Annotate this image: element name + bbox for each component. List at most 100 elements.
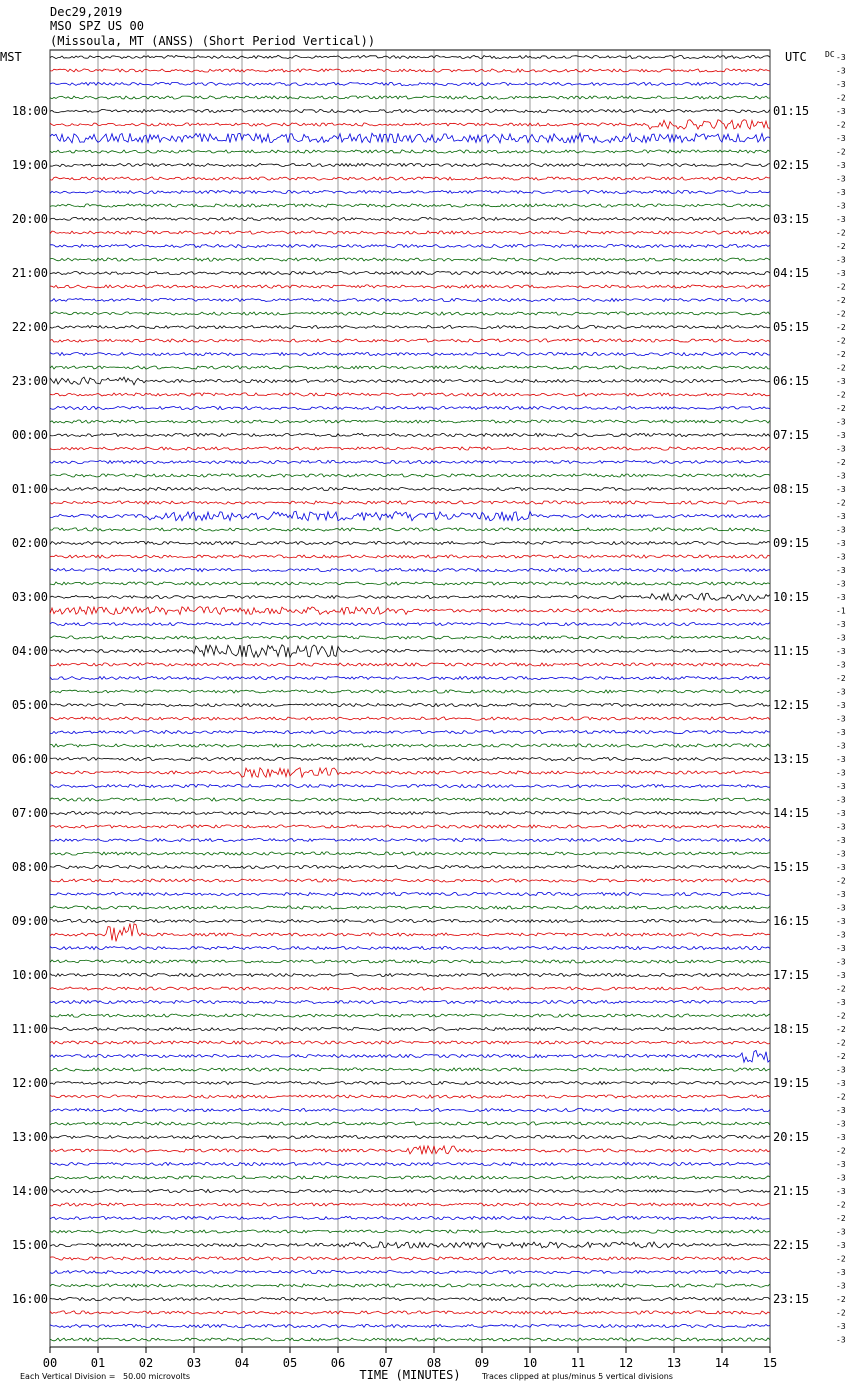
utc-label: 14:15 [773, 806, 809, 820]
dc-value: -3 [836, 904, 846, 913]
dc-value: -2 [836, 323, 846, 332]
utc-label: 12:15 [773, 698, 809, 712]
trace [49, 500, 771, 505]
utc-label: 10:15 [773, 590, 809, 604]
trace [49, 1121, 771, 1126]
trace [49, 338, 771, 343]
dc-value: -2 [836, 229, 846, 238]
dc-value: -2 [836, 391, 846, 400]
trace [49, 1094, 771, 1099]
mst-label: 03:00 [12, 590, 48, 604]
dc-label: DC [825, 50, 835, 59]
x-tick-label: 03 [187, 1356, 201, 1370]
trace [49, 702, 771, 708]
dc-value: -3 [836, 431, 846, 440]
mst-label: 22:00 [12, 320, 48, 334]
footer-left: Each Vertical Division = 50.00 microvolt… [20, 1372, 190, 1381]
mst-label: 16:00 [12, 1292, 48, 1306]
trace [49, 1337, 771, 1342]
dc-value: -3 [836, 593, 846, 602]
trace [49, 486, 771, 492]
trace [49, 540, 771, 546]
dc-value: -3 [836, 107, 846, 116]
dc-value: -3 [836, 472, 846, 481]
trace [49, 257, 771, 262]
x-tick-label: 13 [667, 1356, 681, 1370]
dc-value: -2 [836, 350, 846, 359]
dc-value: -3 [836, 485, 846, 494]
dc-value: -3 [836, 175, 846, 184]
dc-value: -3 [836, 202, 846, 211]
dc-value: -3 [836, 782, 846, 791]
dc-value: -2 [836, 1255, 846, 1264]
mst-label: 14:00 [12, 1184, 48, 1198]
dc-value: -3 [836, 67, 846, 76]
mst-label: 04:00 [12, 644, 48, 658]
trace [49, 95, 771, 100]
dc-value: -3 [836, 445, 846, 454]
trace [49, 959, 771, 964]
trace [49, 131, 771, 145]
trace [49, 243, 771, 249]
mst-label: 20:00 [12, 212, 48, 226]
mst-label: 10:00 [12, 968, 48, 982]
trace [49, 905, 771, 910]
dc-value: -3 [836, 1282, 846, 1291]
dc-value: -3 [836, 1066, 846, 1075]
dc-value: -3 [836, 728, 846, 737]
trace [49, 149, 771, 154]
utc-label: 23:15 [773, 1292, 809, 1306]
trace [49, 878, 771, 883]
trace [49, 54, 771, 60]
dc-value: -3 [836, 647, 846, 656]
utc-label: 21:15 [773, 1184, 809, 1198]
trace [49, 689, 771, 694]
trace [49, 284, 771, 289]
dc-value: -2 [836, 1201, 846, 1210]
dc-value: -3 [836, 998, 846, 1007]
trace [49, 176, 771, 181]
dc-value: -1 [836, 607, 846, 616]
trace [49, 351, 771, 357]
trace [49, 743, 771, 748]
dc-value: -2 [836, 121, 846, 130]
trace [49, 891, 771, 897]
utc-label: 08:15 [773, 482, 809, 496]
dc-value: -3 [836, 418, 846, 427]
dc-value: -3 [836, 1322, 846, 1331]
utc-label: 01:15 [773, 104, 809, 118]
dc-value: -3 [836, 134, 846, 143]
x-title: TIME (MINUTES) [359, 1368, 460, 1382]
trace [49, 662, 771, 667]
mst-label: 12:00 [12, 1076, 48, 1090]
utc-label: 03:15 [773, 212, 809, 226]
mst-label: 07:00 [12, 806, 48, 820]
trace [49, 1134, 771, 1140]
trace [49, 756, 771, 762]
dc-value: -3 [836, 1336, 846, 1345]
dc-value: -3 [836, 1106, 846, 1115]
trace [49, 432, 771, 438]
dc-value: -3 [836, 580, 846, 589]
dc-value: -3 [836, 836, 846, 845]
dc-value: -3 [836, 1120, 846, 1129]
mst-label: 18:00 [12, 104, 48, 118]
dc-value: -3 [836, 796, 846, 805]
dc-value: -2 [836, 337, 846, 346]
dc-value: -2 [836, 877, 846, 886]
dc-value: -2 [836, 148, 846, 157]
trace [49, 810, 771, 816]
dc-value: -3 [836, 53, 846, 62]
dc-value: -3 [836, 215, 846, 224]
dc-value: -3 [836, 1228, 846, 1237]
dc-value: -3 [836, 553, 846, 562]
trace [49, 1215, 771, 1221]
trace [49, 1202, 771, 1207]
dc-value: -3 [836, 931, 846, 940]
trace [49, 1241, 771, 1250]
trace [49, 473, 771, 478]
utc-label: 16:15 [773, 914, 809, 928]
trace [50, 1067, 771, 1072]
mst-label: 01:00 [12, 482, 48, 496]
